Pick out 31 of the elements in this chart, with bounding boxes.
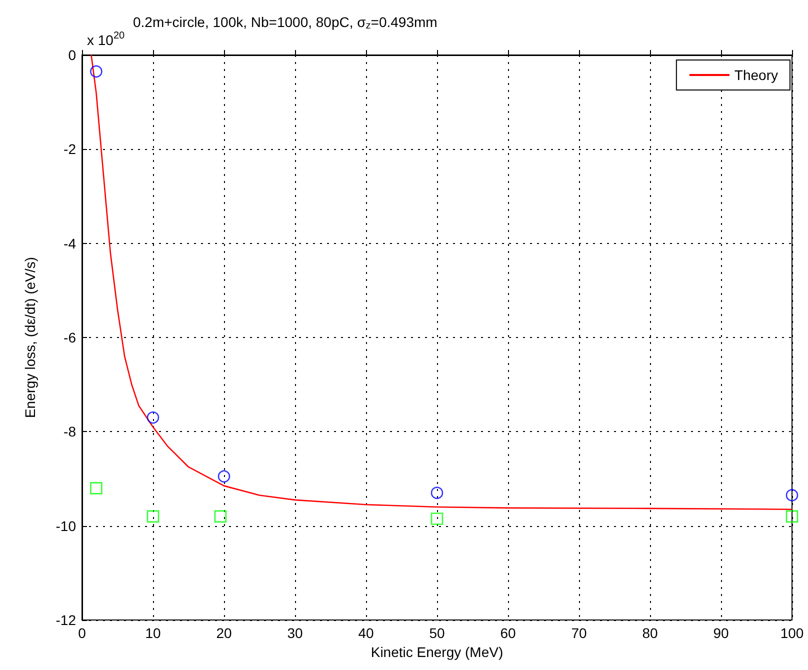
- legend-label: Theory: [734, 67, 778, 83]
- y-axis-title: Energy loss, (dε/dt) (eV/s): [22, 256, 38, 418]
- y-tick-label: -12: [56, 612, 76, 628]
- point: [90, 482, 102, 494]
- y-tick-label: -2: [64, 141, 76, 158]
- y-tick-label: 0: [68, 47, 76, 63]
- y-tick-label: -10: [56, 518, 76, 534]
- point: [786, 489, 798, 502]
- x-tick-label: 100: [780, 625, 804, 641]
- point: [146, 411, 160, 424]
- point: [218, 470, 230, 483]
- x-tick-label: 10: [145, 625, 161, 641]
- x-tick-label: 70: [571, 625, 587, 641]
- point: [430, 512, 444, 525]
- x-tick-label: 50: [429, 625, 445, 641]
- x-tick-label: 30: [287, 625, 303, 641]
- x-tick-label: 80: [642, 625, 658, 641]
- x-tick-label: 40: [358, 625, 374, 641]
- point: [430, 486, 444, 500]
- x-axis-title: Kinetic Energy (MeV): [370, 644, 504, 660]
- y-tick-label: -4: [64, 235, 76, 252]
- x-tick-label: 20: [216, 625, 232, 641]
- x-tick-label: 0: [78, 625, 86, 641]
- point: [214, 510, 227, 523]
- x-tick-label: 60: [500, 625, 516, 641]
- point: [146, 510, 160, 523]
- x-tick-label: 90: [713, 625, 729, 641]
- point: [90, 65, 102, 78]
- y-tick-label: -6: [64, 330, 76, 346]
- point: [786, 510, 798, 523]
- y-tick-label: -8: [64, 424, 76, 440]
